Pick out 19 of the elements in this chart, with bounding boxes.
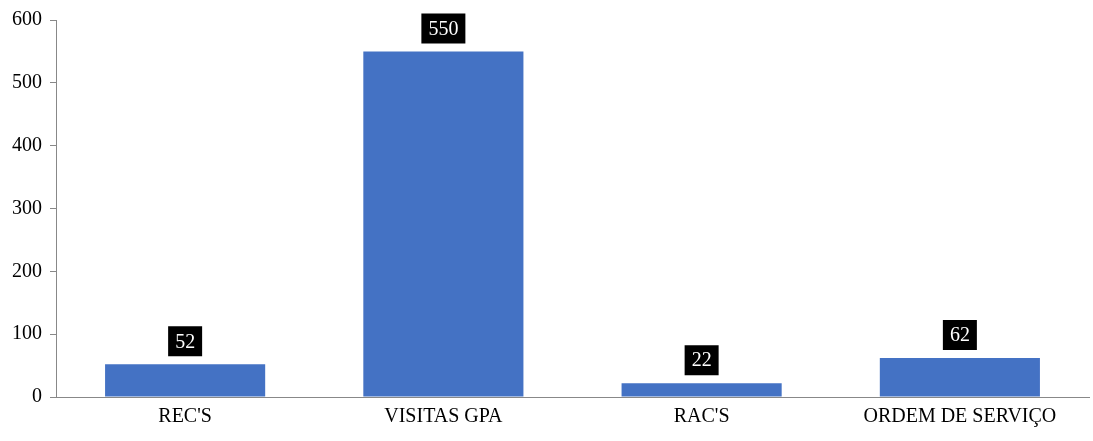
y-tick-label: 200	[12, 258, 42, 281]
bar	[105, 364, 266, 397]
bar	[363, 51, 524, 397]
y-tick-label: 0	[32, 384, 42, 407]
y-tick-label: 300	[12, 195, 42, 218]
y-tick-label: 400	[12, 132, 42, 155]
x-tick-label: VISITAS GPA	[384, 404, 504, 427]
y-tick-label: 500	[12, 70, 42, 93]
bar	[621, 383, 782, 397]
x-tick-label: REC'S	[158, 404, 212, 427]
x-tick-label: RAC'S	[673, 404, 730, 427]
data-label: 550	[428, 16, 459, 39]
data-label: 52	[175, 329, 196, 352]
bar	[879, 358, 1040, 397]
y-tick-label: 100	[12, 321, 42, 344]
data-label: 62	[949, 323, 970, 346]
y-tick-label: 600	[12, 7, 42, 30]
data-label: 22	[691, 348, 712, 371]
x-tick-label: ORDEM DE SERVIÇO	[863, 404, 1057, 428]
